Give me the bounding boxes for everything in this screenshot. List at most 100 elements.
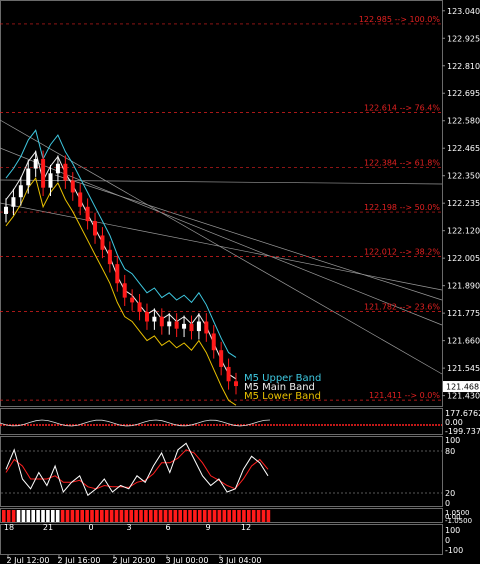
bottom-panel: 100 0 -100 xyxy=(445,526,463,555)
signal-bar xyxy=(198,510,202,522)
strip-x-tick: 12 xyxy=(241,523,251,532)
candle-body xyxy=(182,323,187,329)
signal-bar xyxy=(100,510,104,522)
signal-bar xyxy=(242,510,246,522)
strip-x-tick: 3 xyxy=(126,523,131,532)
signal-bar xyxy=(129,510,133,522)
signal-bar xyxy=(55,510,60,522)
fib-level-label: 122.384 --> 61.8% xyxy=(364,159,440,168)
current-price-marker: 121.468 xyxy=(443,381,480,393)
strip-x-tick: 0 xyxy=(88,523,93,532)
signal-bar xyxy=(90,510,94,522)
fibonacci-levels: 122.985 --> 100.0% 122.614 --> 76.4% 122.3… xyxy=(0,15,442,401)
signal-tick-high: 1.0500 xyxy=(445,509,470,517)
price-tick-label: 122.350 xyxy=(447,172,480,181)
candle-body xyxy=(55,163,60,174)
signal-bar xyxy=(144,510,148,522)
signal-bar xyxy=(212,510,217,522)
signal-bar xyxy=(168,510,173,522)
strip-x-tick: 21 xyxy=(43,523,53,532)
price-tick-label: 121.775 xyxy=(447,309,480,318)
signal-bar xyxy=(256,510,261,522)
trendline xyxy=(0,202,443,291)
price-tick-label: 121.545 xyxy=(447,364,480,373)
price-tick-label: 122.810 xyxy=(447,62,480,71)
price-tick-label: 122.925 xyxy=(447,34,480,43)
fib-level-label: 121.411 --> 0.0% xyxy=(369,391,440,400)
candle-body xyxy=(152,316,157,322)
band-legend: M5 Upper Band M5 Main Band M5 Lower Band xyxy=(244,373,321,402)
signal-bar xyxy=(114,510,119,522)
signal-bar xyxy=(75,510,80,522)
candle-body xyxy=(78,192,83,207)
strip-x-tick: 6 xyxy=(165,523,170,532)
strip-x-tick: 9 xyxy=(205,523,210,532)
signal-bar xyxy=(26,510,31,522)
stoch-tick-0: 0 xyxy=(445,499,450,508)
signal-bar xyxy=(149,510,153,522)
fib-level-label: 122.614 --> 76.4% xyxy=(364,104,440,113)
price-axis: 123.040 122.925 122.810 122.695 122.580 122.4… xyxy=(442,7,480,401)
price-tick-label: 121.890 xyxy=(447,282,480,291)
trendline xyxy=(0,147,443,326)
signal-bar xyxy=(95,510,99,522)
candle-body xyxy=(26,168,31,186)
strip-x-tick: 18 xyxy=(4,523,14,532)
candle-body xyxy=(63,163,68,181)
candle-body xyxy=(167,321,172,327)
signal-bar xyxy=(124,510,129,522)
signal-bar xyxy=(41,510,45,522)
stoch-levels xyxy=(1,450,442,494)
signal-bar xyxy=(6,510,11,522)
signal-bar xyxy=(109,510,114,522)
signal-bar xyxy=(60,510,65,522)
fib-level-label: 122.985 --> 100.0% xyxy=(359,15,441,24)
candle-body xyxy=(144,311,149,322)
main-band-label: M5 Main Band xyxy=(244,382,315,393)
candle-body xyxy=(137,302,142,312)
time-label: 2 Jul 16:00 xyxy=(58,556,101,564)
candle-body xyxy=(93,221,98,236)
price-tick-label: 123.040 xyxy=(447,7,480,16)
signal-bar xyxy=(178,510,182,522)
signal-bar xyxy=(158,510,163,522)
signal-bar xyxy=(139,510,143,522)
signal-panel: 18 21 0 3 6 9 12 1.0500 0.00 -1.0500 xyxy=(2,509,472,532)
oscillator-lines xyxy=(0,419,442,427)
signal-bar xyxy=(36,510,40,522)
oscillator-panel: 177.6762 0.00 -199.7374 xyxy=(0,409,480,436)
candle-body xyxy=(107,249,112,265)
strip-x-ticks: 18 21 0 3 6 9 12 xyxy=(4,523,251,532)
signal-bar xyxy=(202,510,207,522)
candle-body xyxy=(33,158,38,169)
signal-bar xyxy=(247,510,251,522)
candle-body xyxy=(130,297,135,303)
signal-bar xyxy=(31,510,35,522)
candle-body xyxy=(122,283,127,298)
signal-bar xyxy=(46,510,50,522)
fib-level-label: 121.782 --> 23.6% xyxy=(364,302,440,311)
time-axis: 2 Jul 12:00 2 Jul 16:00 2 Jul 20:00 3 Jul 0… xyxy=(7,555,261,564)
signal-bar xyxy=(11,510,16,522)
stochastic-lines xyxy=(5,442,269,497)
signal-bar xyxy=(207,510,212,522)
signal-bar xyxy=(183,510,187,522)
stoch-tick-100: 100 xyxy=(445,436,460,445)
bottom-tick-0: 0 xyxy=(445,536,450,545)
signal-bar xyxy=(173,510,178,522)
price-tick-label: 121.660 xyxy=(447,337,480,346)
stoch-tick-20: 20 xyxy=(445,489,455,498)
panel-frames xyxy=(0,0,443,555)
price-tick-label: 122.695 xyxy=(447,89,480,98)
candle-body xyxy=(211,333,216,351)
signal-bar xyxy=(163,510,168,522)
signal-bar xyxy=(134,510,138,522)
stochastic-panel: 100 80 20 0 xyxy=(1,436,460,508)
osc-tick-zero: 0.00 xyxy=(445,418,463,427)
price-tick-label: 122.465 xyxy=(447,144,480,153)
fib-level-label: 122.198 --> 50.0% xyxy=(364,203,440,212)
candlesticks xyxy=(4,150,238,395)
oscillator-main-line xyxy=(0,419,271,427)
upper-band-label: M5 Upper Band xyxy=(244,373,321,384)
